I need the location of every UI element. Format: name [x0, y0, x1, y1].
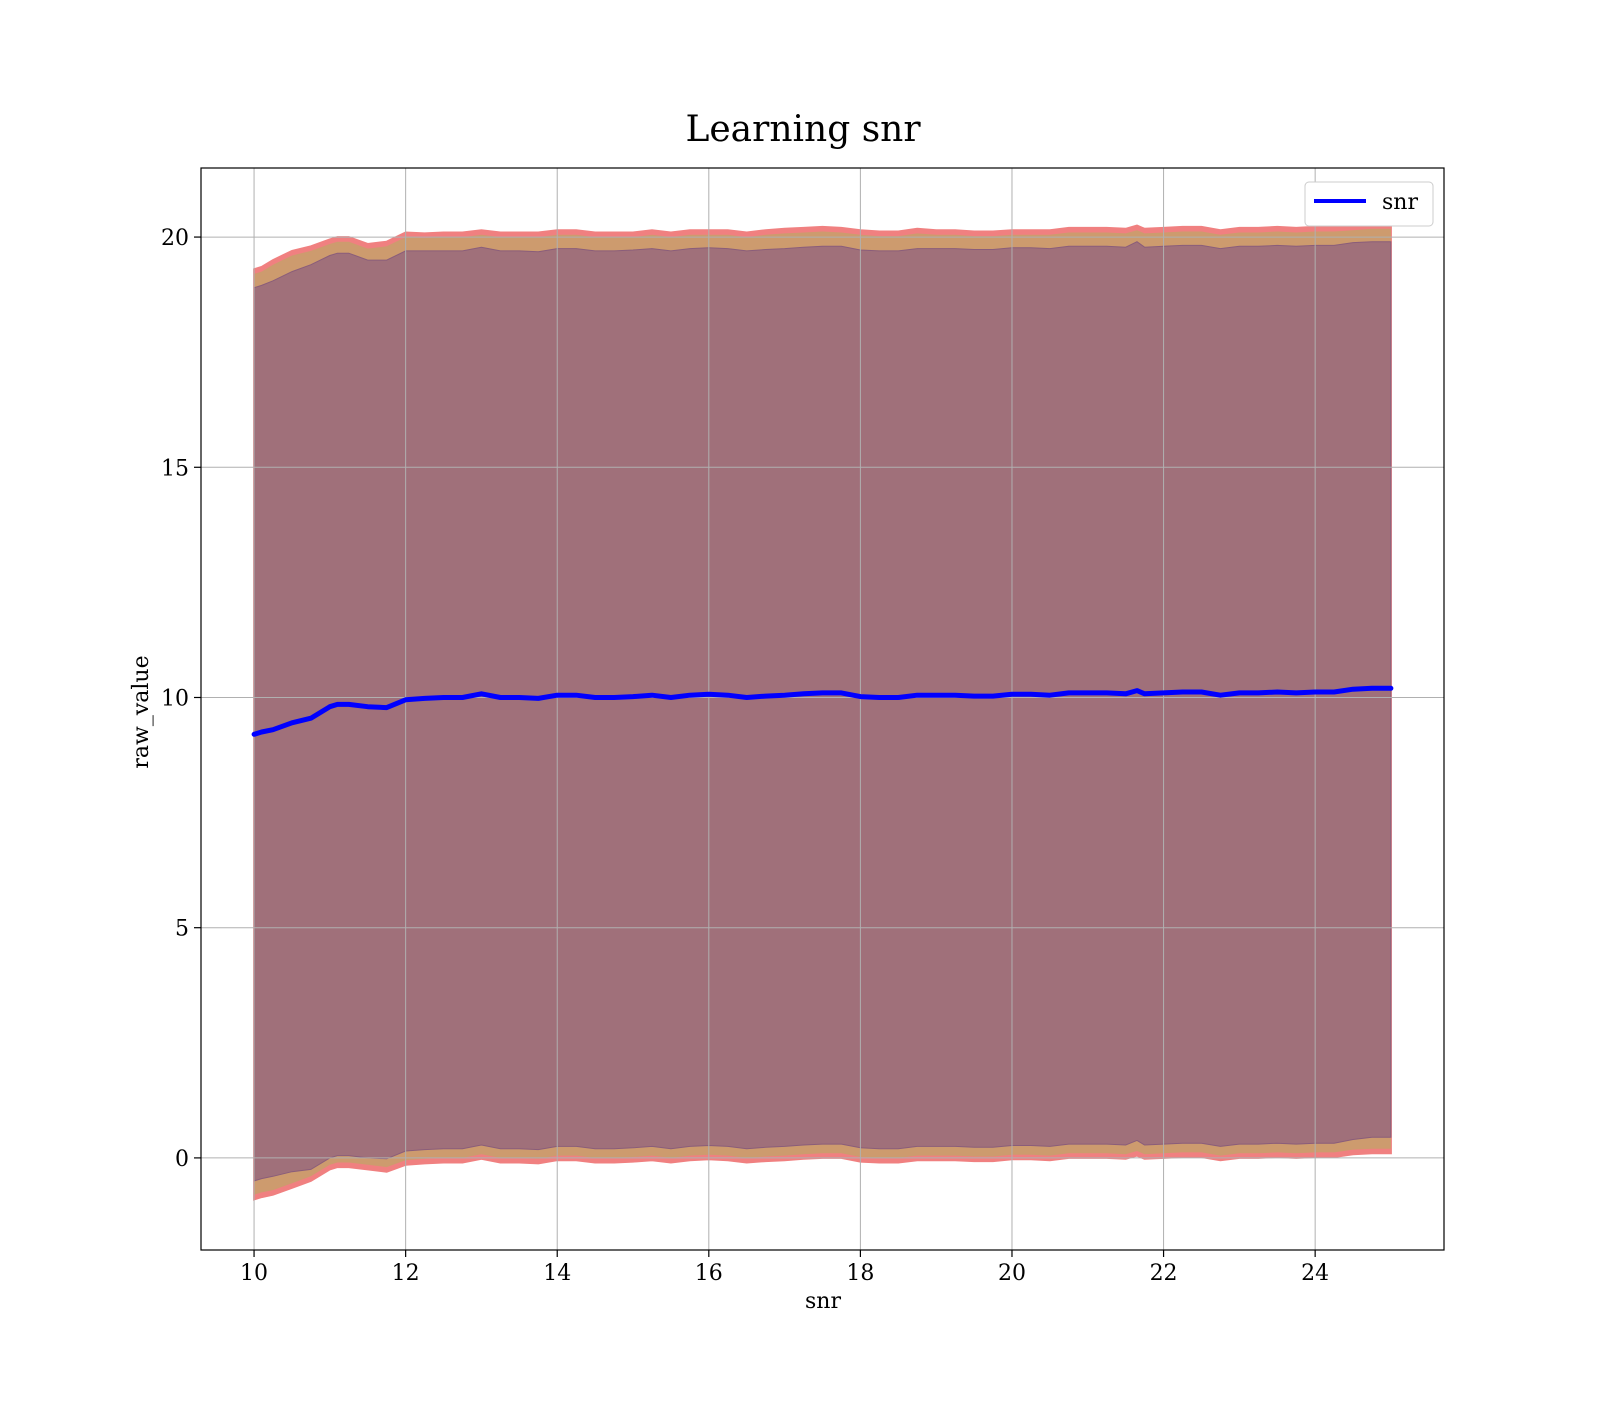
y-tick-label: 0	[175, 1147, 189, 1172]
y-tick-label: 5	[175, 917, 189, 942]
x-tick-label: 20	[998, 1261, 1026, 1286]
chart-title: Learning snr	[685, 109, 921, 150]
y-axis-ticks: 0 5 10 15 20	[161, 226, 201, 1172]
x-tick-label: 18	[846, 1261, 874, 1286]
x-axis-label: snr	[805, 1289, 841, 1314]
x-tick-label: 12	[392, 1261, 420, 1286]
x-axis-ticks: 10 12 14 16 18 20 22 24	[240, 1250, 1329, 1286]
legend-label: snr	[1382, 190, 1418, 215]
y-tick-label: 10	[161, 686, 189, 711]
legend: snr	[1304, 181, 1434, 227]
series-line-snr	[251, 685, 1394, 737]
confidence-bands	[253, 223, 1392, 1201]
x-tick-label: 24	[1301, 1261, 1329, 1286]
grid-lines	[201, 168, 1444, 1250]
y-tick-label: 20	[161, 226, 189, 251]
band-inner	[253, 241, 1392, 1182]
legend-box	[1304, 181, 1434, 227]
x-tick-label: 14	[543, 1261, 571, 1286]
series-lines	[251, 685, 1394, 737]
x-tick-label: 22	[1150, 1261, 1178, 1286]
x-tick-label: 10	[240, 1261, 268, 1286]
y-axis-label: raw_value	[129, 655, 154, 768]
plot-frame	[200, 167, 1445, 1251]
x-tick-label: 16	[695, 1261, 723, 1286]
y-tick-label: 15	[161, 456, 189, 481]
